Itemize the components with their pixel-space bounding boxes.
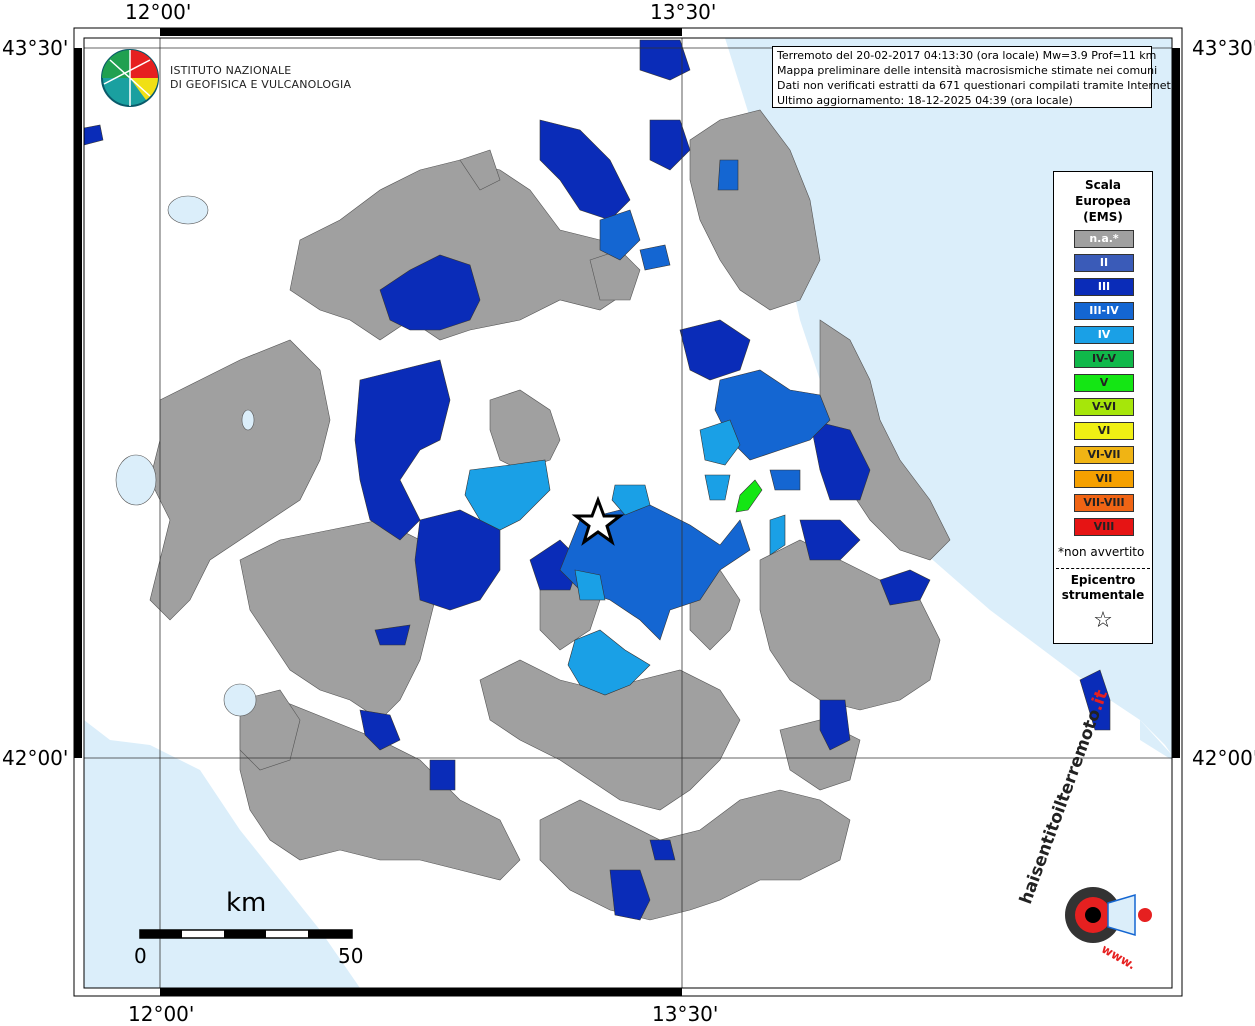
legend-swatch-12: VIII — [1074, 518, 1134, 536]
legend-epicenter-line2: strumentale — [1061, 588, 1145, 602]
info-line-4: Ultimo aggiornamento: 18-12-2025 04:39 (… — [777, 94, 1073, 107]
municipalities-not-felt — [149, 109, 951, 921]
info-line-3: Dati non verificati estratti da 671 ques… — [777, 79, 1175, 92]
epicenter-star — [571, 495, 625, 546]
legend-swatch-10: VII — [1074, 470, 1134, 488]
legend-epicenter-label: Epicentro strumentale — [1054, 573, 1152, 603]
info-line-2: Mappa preliminare delle intensità macros… — [777, 64, 1158, 77]
legend-title-line2: Europea — [1075, 194, 1131, 208]
legend-title: Scala Europea (EMS) — [1054, 177, 1152, 225]
haisentito-logo-graphic — [1065, 887, 1152, 943]
legend-title-line3: (EMS) — [1083, 210, 1123, 224]
legend-divider — [1056, 568, 1150, 569]
legend-swatch-11: VII-VIII — [1074, 494, 1134, 512]
legend-swatch-6: V — [1074, 374, 1134, 392]
coord-top-12-00: 12°00' — [125, 0, 192, 24]
legend-swatch-2: III — [1074, 278, 1134, 296]
legend-epicenter-star-icon: ☆ — [1093, 608, 1113, 633]
tyrrhenian-sea — [84, 720, 360, 988]
legend-swatch-4: IV — [1074, 326, 1134, 344]
municipalities-III — [83, 39, 1111, 921]
coord-bottom-12-00: 12°00' — [128, 1002, 195, 1026]
coord-right-42-00: 42°00' — [1192, 746, 1255, 770]
coord-left-43-30: 43°30' — [2, 36, 69, 60]
ingv-name-line2: DI GEOFISICA E VULCANOLOGIA — [170, 78, 352, 91]
scale-end: 50 — [338, 944, 364, 968]
legend-swatch-3: III-IV — [1074, 302, 1134, 320]
legend-swatch-7: V-VI — [1074, 398, 1134, 416]
legend-note: *non avvertito — [1058, 545, 1145, 559]
adriatic-sea-bottom-right — [1140, 720, 1172, 760]
coord-top-13-30: 13°30' — [650, 0, 717, 24]
lakes — [115, 195, 257, 717]
legend-title-line1: Scala — [1084, 178, 1122, 192]
earthquake-info-box: Terremoto del 20-02-2017 04:13:30 (ora l… — [772, 46, 1175, 108]
municipalities-V — [735, 479, 763, 513]
ems-legend: Scala Europea (EMS) n.a.* II III III-IV IV IV… — [1053, 171, 1153, 644]
legend-epicenter-line1: Epicentro — [1070, 573, 1136, 587]
legend-swatch-9: VI-VII — [1074, 446, 1134, 464]
legend-swatch-0: n.a.* — [1074, 230, 1134, 248]
ingv-name-line1: ISTITUTO NAZIONALE — [170, 64, 292, 77]
graticule — [84, 38, 1172, 988]
scale-bar — [139, 929, 353, 939]
coord-bottom-13-30: 13°30' — [652, 1002, 719, 1026]
info-line-1: Terremoto del 20-02-2017 04:13:30 (ora l… — [777, 49, 1157, 62]
municipalities-IV — [464, 419, 786, 696]
frame-bars — [74, 28, 1180, 996]
coord-right-43-30: 43°30' — [1192, 36, 1255, 60]
scale-unit: km — [226, 888, 267, 918]
legend-swatch-1: II — [1074, 254, 1134, 272]
scale-start: 0 — [134, 944, 147, 968]
legend-swatch-8: VI — [1074, 422, 1134, 440]
coord-left-42-00: 42°00' — [2, 746, 69, 770]
ingv-logo-globe — [101, 49, 159, 107]
legend-swatch-5: IV-V — [1074, 350, 1134, 368]
